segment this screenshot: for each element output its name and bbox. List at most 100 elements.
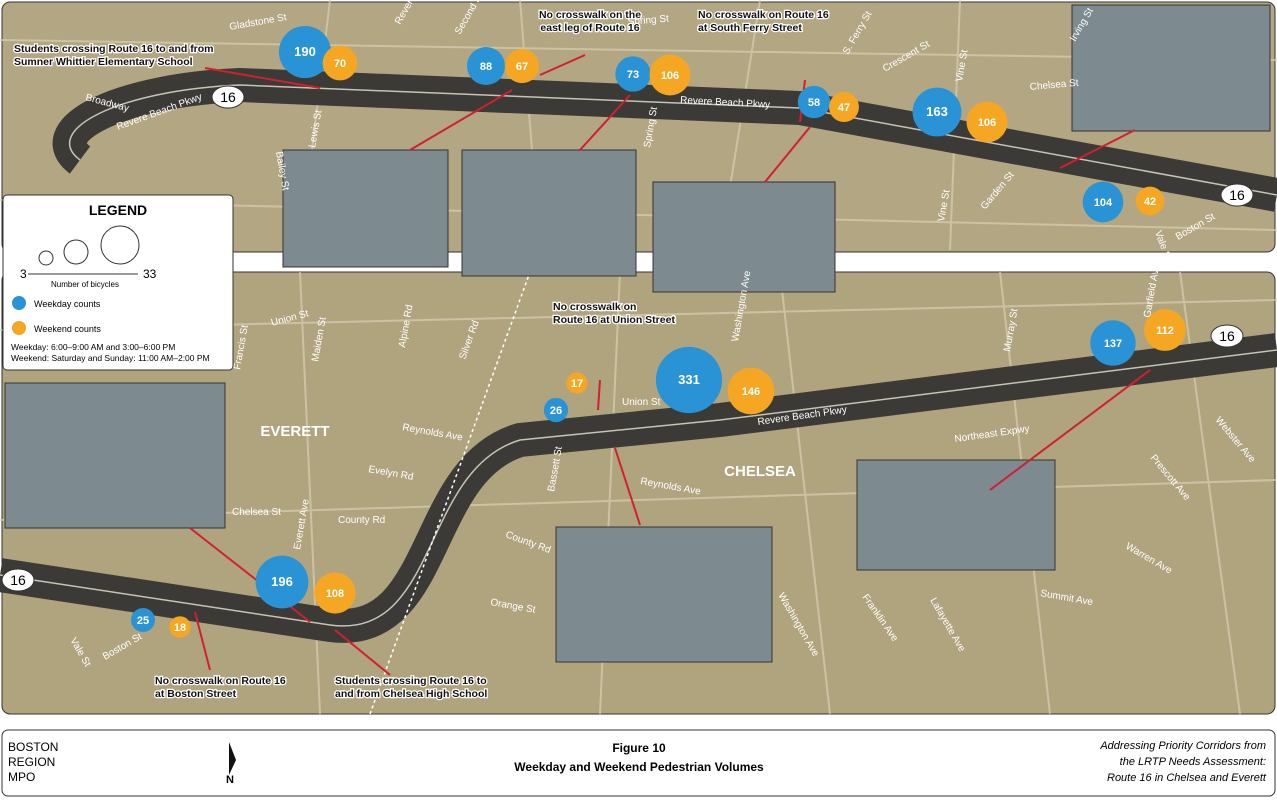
legend-title: LEGEND <box>89 202 147 218</box>
annotation: and from Chelsea High School <box>335 688 487 700</box>
annotation: Students crossing Route 16 to <box>335 675 487 687</box>
weekday-count-label: 26 <box>550 405 562 417</box>
route-shield <box>211 85 245 109</box>
legend-weekend: Weekend counts <box>34 324 101 334</box>
weekday-count <box>543 397 569 423</box>
figure-number: Figure 10 <box>612 741 666 755</box>
figure-title: Weekday and Weekend Pedestrian Volumes <box>514 760 764 774</box>
weekend-count <box>829 92 859 122</box>
annotation: east leg of Route 16 <box>540 22 639 34</box>
legend-size-circle <box>63 239 89 265</box>
weekday-count-label: 104 <box>1094 197 1113 209</box>
annotation: Sumner Whittier Elementary School <box>14 56 193 68</box>
street-label: County Rd <box>338 515 385 526</box>
weekend-count <box>322 45 358 81</box>
footer-subtitle: Addressing Priority Corridors from <box>1099 740 1266 752</box>
legend-note: Weekend: Saturday and Sunday: 11:00 AM–2… <box>11 353 210 363</box>
legend-swatch <box>12 321 26 335</box>
street-label: Chelsea St <box>1029 78 1079 93</box>
annotation: No crosswalk on Route 16 <box>155 675 286 687</box>
photos <box>4 4 1271 663</box>
street-label: Union St <box>622 397 661 408</box>
annotation: at South Ferry Street <box>698 22 802 34</box>
weekday-count-label: 163 <box>926 104 948 119</box>
weekday-count-label: 190 <box>294 44 316 59</box>
streets-grid <box>0 0 1277 715</box>
weekday-count-label: 196 <box>271 574 293 589</box>
weekend-count-label: 106 <box>661 70 679 82</box>
annotation: No crosswalk on Route 16 <box>698 9 829 21</box>
annotation: Route 16 at Union Street <box>553 314 675 326</box>
weekend-count-label: 17 <box>571 378 583 390</box>
route-shield-label: 16 <box>10 572 26 588</box>
place-label: CHELSEA <box>724 463 796 480</box>
annotation: No crosswalk on the <box>539 9 641 21</box>
legend-note: Weekday: 6:00–9:00 AM and 3:00–6:00 PM <box>11 342 175 352</box>
street-label: Revere Beach Pkwy <box>680 95 770 111</box>
photo <box>1071 4 1271 132</box>
weekend-count <box>727 367 775 415</box>
weekend-count-label: 106 <box>978 117 996 129</box>
weekday-count-label: 331 <box>678 372 700 387</box>
street-label: Spring St <box>627 13 669 28</box>
route-shield <box>1210 324 1244 348</box>
weekend-count <box>566 372 588 394</box>
weekend-count-label: 47 <box>838 102 850 114</box>
weekend-count <box>966 101 1008 143</box>
footer-subtitle: Route 16 in Chelsea and Everett <box>1107 772 1267 784</box>
weekday-count <box>797 85 831 119</box>
weekday-count <box>255 555 309 609</box>
legend-box <box>2 194 234 371</box>
legend-size-min: 3 <box>20 267 27 281</box>
weekend-count-label: 112 <box>1156 325 1174 337</box>
annotation: No crosswalk on <box>553 301 636 313</box>
legend-swatch <box>12 296 26 310</box>
footer-subtitle: the LRTP Needs Assessment: <box>1120 756 1266 768</box>
weekday-count <box>278 25 332 79</box>
weekend-count <box>169 616 191 638</box>
weekday-count-label: 25 <box>137 615 149 627</box>
weekend-count-label: 67 <box>516 61 528 73</box>
legend-size-circle <box>38 250 54 266</box>
weekend-count-label: 146 <box>742 386 760 398</box>
weekday-count <box>466 46 506 86</box>
weekend-count <box>649 54 691 96</box>
weekend-count-label: 18 <box>174 622 186 634</box>
weekday-count-label: 58 <box>808 97 820 109</box>
footer-org: MPO <box>8 770 35 784</box>
weekday-count <box>655 346 723 414</box>
legend-size-label: Number of bicycles <box>51 280 119 289</box>
footer-org: REGION <box>8 755 55 769</box>
weekday-count <box>615 56 651 92</box>
weekday-count <box>1082 181 1124 223</box>
photo <box>555 526 773 663</box>
weekday-count-label: 88 <box>480 61 492 73</box>
place-label: EVERETT <box>260 423 329 440</box>
photo <box>461 149 637 277</box>
route-shield <box>1220 183 1254 207</box>
weekend-count <box>314 572 356 614</box>
weekday-count-label: 73 <box>627 69 639 81</box>
north-label: N <box>226 774 234 786</box>
route-shield-label: 16 <box>1229 187 1245 203</box>
annotation: at Boston Street <box>155 688 237 700</box>
photo <box>856 459 1056 571</box>
footer-org: BOSTON <box>8 740 58 754</box>
street-label: Chelsea St <box>232 507 281 518</box>
weekday-count <box>131 608 155 632</box>
weekend-count-label: 108 <box>326 588 344 600</box>
weekend-count <box>1135 186 1165 216</box>
footer-box <box>1 729 1276 797</box>
weekday-count <box>1090 320 1136 366</box>
legend-weekday: Weekday counts <box>34 299 101 309</box>
weekend-count-label: 42 <box>1144 196 1156 208</box>
route-shield <box>1 568 35 592</box>
weekday-count-label: 137 <box>1104 338 1122 350</box>
photo <box>652 181 836 293</box>
photo <box>282 149 449 268</box>
annotation: Students crossing Route 16 to and from <box>14 43 214 55</box>
legend-size-max: 33 <box>143 267 157 281</box>
weekend-count <box>504 48 540 84</box>
legend-size-circle <box>100 225 140 265</box>
